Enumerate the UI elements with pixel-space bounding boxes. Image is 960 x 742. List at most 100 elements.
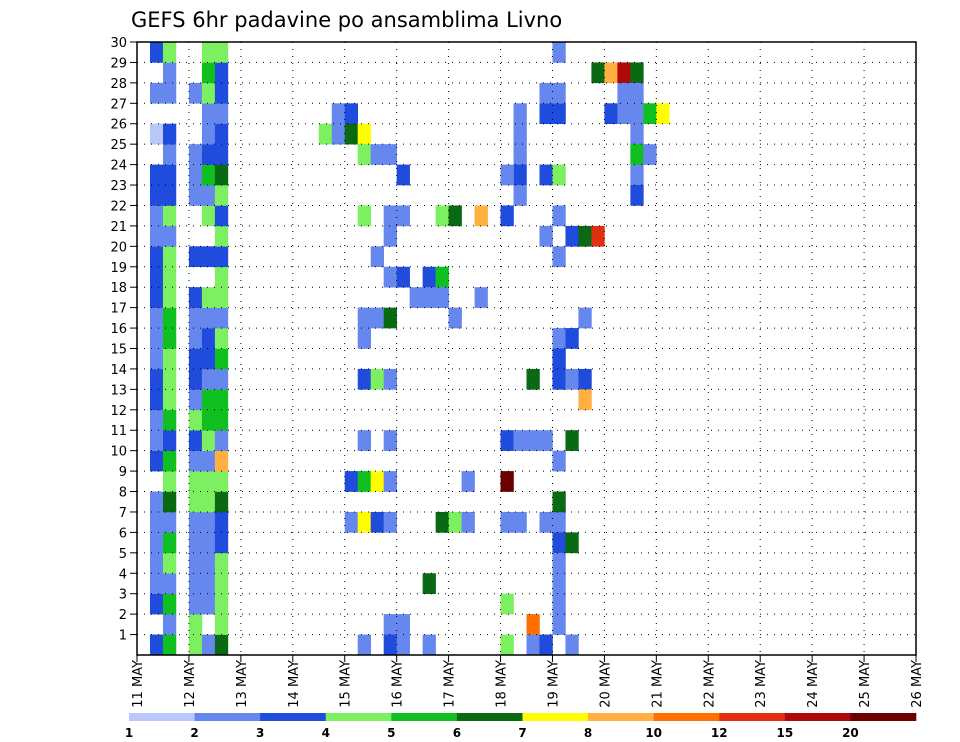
heatmap-cell	[214, 42, 229, 63]
heatmap-cell	[357, 205, 371, 227]
heatmap-cell	[214, 103, 229, 125]
heatmap-cell	[214, 185, 229, 206]
heatmap-cell	[565, 368, 579, 390]
heatmap-cell	[162, 491, 177, 513]
heatmap-cell	[370, 471, 384, 492]
heatmap-cell	[500, 205, 514, 227]
heatmap-cell	[565, 634, 579, 656]
heatmap-cell	[149, 307, 164, 329]
heatmap-cell	[552, 552, 566, 574]
heatmap-cell	[188, 307, 203, 329]
heatmap-cell	[188, 164, 203, 186]
heatmap-cell	[552, 348, 566, 370]
y-tick-label: 26	[110, 118, 127, 133]
heatmap-cell	[214, 511, 229, 533]
y-tick-label: 6	[119, 526, 127, 541]
heatmap-cell	[162, 532, 177, 554]
x-tick-label: 21 MAY	[650, 660, 665, 708]
x-tick-label: 17 MAY	[443, 660, 458, 708]
heatmap-cell	[474, 205, 488, 227]
y-tick-label: 3	[119, 588, 127, 603]
heatmap-cell	[513, 511, 527, 533]
heatmap-cell	[214, 246, 229, 268]
heatmap-cell	[643, 144, 657, 165]
heatmap-cell	[422, 573, 436, 594]
heatmap-cell	[162, 144, 177, 165]
y-tick-label: 25	[110, 138, 127, 153]
heatmap-cell	[149, 123, 164, 145]
heatmap-cell	[214, 123, 229, 145]
heatmap-cell	[630, 123, 644, 145]
heatmap-cell	[383, 511, 397, 533]
heatmap-cell	[188, 471, 203, 492]
heatmap-cell	[357, 368, 371, 390]
heatmap-cell	[656, 103, 670, 125]
y-tick-label: 23	[110, 179, 127, 194]
y-tick-label: 15	[110, 343, 127, 358]
heatmap-cell	[188, 552, 203, 574]
heatmap-cell	[214, 205, 229, 227]
heatmap-cell	[201, 82, 216, 104]
heatmap-cell	[162, 42, 177, 63]
colorbar-swatch	[129, 713, 195, 721]
heatmap-cell	[162, 552, 177, 574]
heatmap-cell	[630, 144, 644, 165]
heatmap-cell	[162, 450, 177, 472]
heatmap-cell	[552, 532, 566, 554]
heatmap-cell	[396, 634, 410, 656]
heatmap-cell	[552, 491, 566, 513]
y-tick-label: 9	[119, 465, 127, 480]
heatmap-cell	[344, 471, 359, 492]
heatmap-cell	[370, 511, 384, 533]
heatmap-cell	[383, 144, 397, 165]
y-tick-label: 7	[119, 506, 127, 521]
heatmap-cell	[565, 430, 579, 451]
heatmap-cell	[552, 246, 566, 268]
heatmap-cell	[162, 307, 177, 329]
heatmap-cell	[162, 62, 177, 84]
x-tick-label: 26 MAY	[910, 660, 925, 708]
heatmap-cell	[630, 164, 644, 186]
heatmap-cell	[552, 42, 566, 63]
heatmap-cell	[630, 82, 644, 104]
colorbar-swatch	[325, 713, 392, 721]
heatmap-cell	[188, 409, 203, 431]
heatmap-cell	[214, 552, 229, 574]
heatmap-cell	[162, 573, 177, 594]
heatmap-cell	[214, 328, 229, 349]
heatmap-cell	[149, 593, 164, 615]
heatmap-cell	[500, 634, 514, 656]
heatmap-cell	[162, 430, 177, 451]
heatmap-cell	[214, 368, 229, 390]
heatmap-cell	[201, 307, 216, 329]
heatmap-cell	[383, 205, 397, 227]
colorbar-swatch	[391, 713, 458, 721]
y-tick-label: 24	[110, 159, 127, 174]
y-tick-label: 13	[110, 383, 127, 398]
heatmap-cell	[539, 164, 553, 186]
heatmap-cell	[201, 430, 216, 451]
heatmap-cell	[500, 511, 514, 533]
heatmap-cell	[318, 123, 333, 145]
heatmap-cell	[513, 185, 527, 206]
heatmap-cell	[201, 144, 216, 165]
heatmap-cell	[604, 103, 618, 125]
y-axis: 1234567891011121314151617181920212223242…	[110, 36, 137, 644]
heatmap-cell	[162, 389, 177, 411]
heatmap-cell	[162, 287, 177, 308]
heatmap-cell	[149, 287, 164, 308]
heatmap-cell	[201, 185, 216, 206]
heatmap-cell	[591, 62, 605, 84]
heatmap-cell	[552, 103, 566, 125]
heatmap-cell	[201, 511, 216, 533]
heatmap-cell	[214, 144, 229, 165]
y-tick-label: 8	[119, 486, 127, 501]
heatmap-cell	[162, 82, 177, 104]
heatmap-cell	[630, 185, 644, 206]
heatmap-cell	[357, 307, 371, 329]
heatmap-cell	[513, 123, 527, 145]
heatmap-cell	[357, 634, 371, 656]
heatmap-cell	[188, 511, 203, 533]
heatmap-cell	[526, 614, 540, 635]
